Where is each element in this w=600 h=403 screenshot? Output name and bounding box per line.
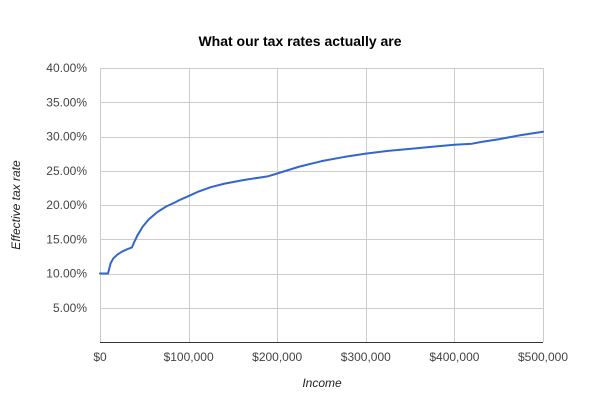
x-axis-label: Income [302,376,342,390]
x-tick-label: $400,000 [429,350,479,364]
y-tick-label: 15.00% [46,232,87,246]
y-tick-label: 5.00% [53,301,87,315]
x-tick-label: $200,000 [252,350,302,364]
gridlines [100,68,544,343]
series-layer [99,130,544,275]
x-axis-ticks: $0 $100,000 $200,000 $300,000 $400,000 $500,0… [93,350,568,364]
y-axis-ticks: 5.00% 10.00% 15.00% 20.00% 25.00% 30.00% 35.00… [46,61,87,315]
y-axis-label: Effective tax rate [9,160,23,250]
y-tick-label: 10.00% [46,267,87,281]
y-tick-label: 25.00% [46,164,87,178]
series-line-0 [99,130,544,275]
y-tick-label: 40.00% [46,61,87,75]
x-tick-label: $100,000 [164,350,214,364]
x-tick-label: $0 [93,350,107,364]
x-tick-label: $500,000 [518,350,568,364]
chart-title: What our tax rates actually are [198,33,401,49]
y-tick-label: 30.00% [46,130,87,144]
x-tick-label: $300,000 [341,350,391,364]
y-tick-label: 35.00% [46,95,87,109]
y-tick-label: 20.00% [46,198,87,212]
